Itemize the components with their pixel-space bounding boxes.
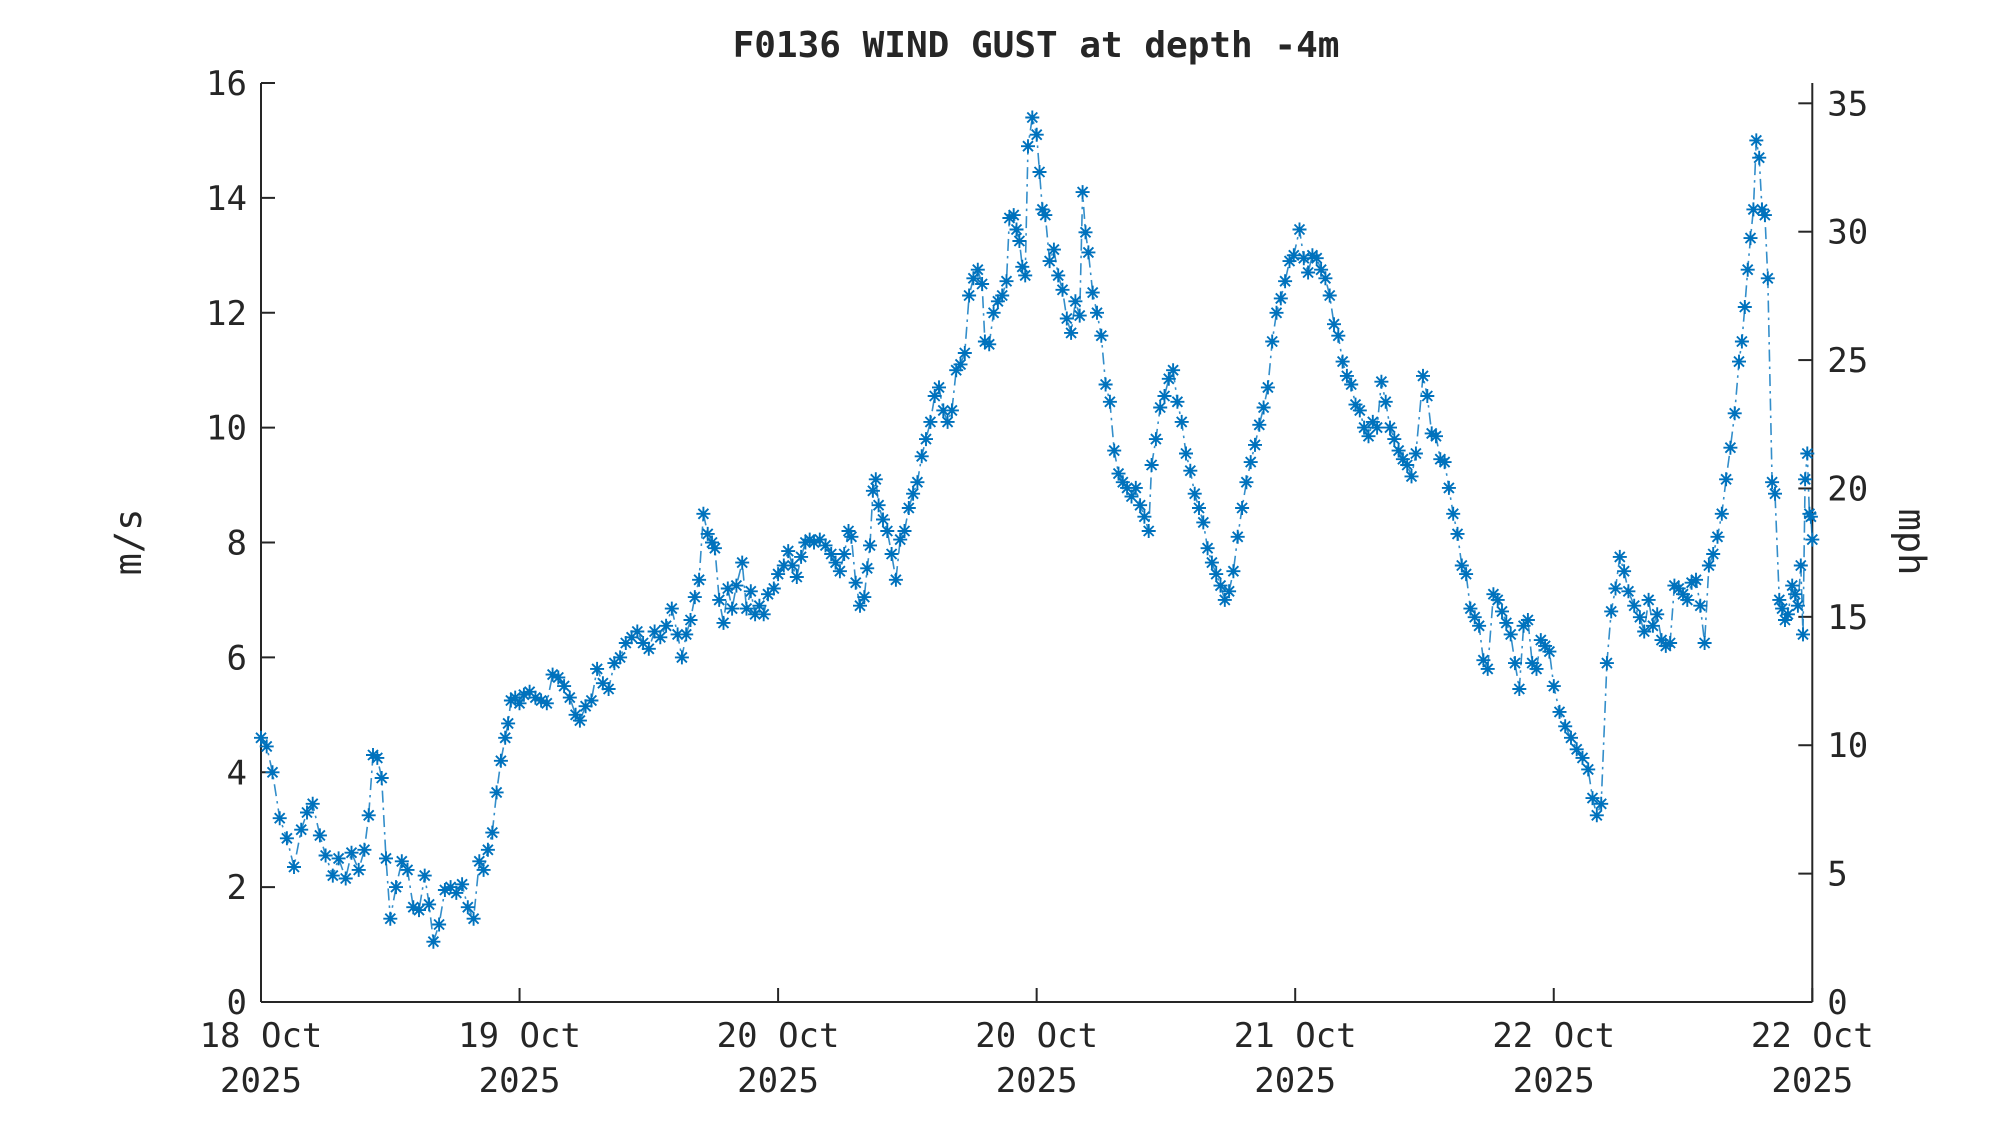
y-axis-left-tick-label: 6: [227, 638, 247, 678]
series-markers: [254, 110, 1820, 949]
chart-title: F0136 WIND GUST at depth -4m: [733, 25, 1340, 66]
x-axis-tick-label-date: 19 Oct: [458, 1016, 581, 1056]
y-axis-right-tick-label: 35: [1827, 84, 1868, 124]
x-axis-tick-label-date: 20 Oct: [717, 1016, 840, 1056]
x-axis-tick-label-date: 18 Oct: [200, 1016, 323, 1056]
y-axis-right-tick-label: 15: [1827, 598, 1868, 638]
x-axis-tick-label-year: 2025: [996, 1061, 1078, 1101]
y-axis-left-tick-label: 14: [206, 179, 247, 219]
x-axis-tick-label-year: 2025: [479, 1061, 561, 1101]
y-axis-right-unit-label: mph: [1890, 509, 1933, 576]
x-axis-tick-label-date: 22 Oct: [1492, 1016, 1615, 1056]
y-axis-left-tick-label: 8: [227, 524, 247, 564]
y-axis-left-tick-label: 4: [227, 753, 247, 793]
x-axis-tick-label-date: 20 Oct: [975, 1016, 1098, 1056]
y-axis-right-tick-label: 10: [1827, 726, 1868, 766]
x-axis-tick-label-date: 21 Oct: [1234, 1016, 1357, 1056]
x-axis-tick-label-year: 2025: [1254, 1061, 1336, 1101]
x-axis-tick-label-year: 2025: [737, 1061, 819, 1101]
series-layer: [254, 110, 1820, 949]
y-axis-right-tick-label: 30: [1827, 213, 1868, 253]
x-axis-tick-label-date: 22 Oct: [1751, 1016, 1874, 1056]
y-axis-left-tick-label: 0: [227, 983, 247, 1023]
y-axis-left-tick-label: 10: [206, 409, 247, 449]
y-axis-right-tick-label: 20: [1827, 469, 1868, 509]
y-axis-right-tick-label: 5: [1827, 855, 1847, 895]
y-axis-left-tick-label: 12: [206, 294, 247, 334]
y-axis-left-tick-label: 2: [227, 868, 247, 908]
y-axis-left-unit-label: m/s: [107, 509, 150, 576]
x-axis-tick-label-year: 2025: [1513, 1061, 1595, 1101]
series-line: [260, 117, 1814, 942]
x-axis-tick-label-year: 2025: [1771, 1061, 1853, 1101]
y-axis-left-tick-label: 16: [206, 64, 247, 104]
x-axis-tick-label-year: 2025: [220, 1061, 302, 1101]
y-axis-right-tick-label: 0: [1827, 983, 1847, 1023]
y-axis-right-tick-label: 25: [1827, 341, 1868, 381]
